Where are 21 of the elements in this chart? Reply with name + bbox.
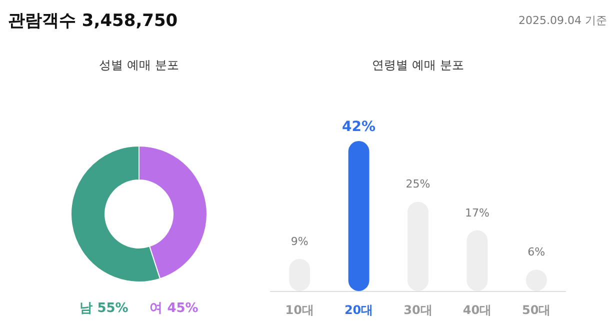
chart-title: 연령별 예매 분포 (372, 58, 464, 72)
x-tick-label: 30대 (404, 303, 432, 317)
data-label: 55% (97, 301, 128, 316)
bar (408, 202, 428, 291)
data-label: 17% (464, 206, 490, 220)
data-label: 6% (528, 246, 546, 259)
data-label: 45% (167, 301, 198, 316)
data-label: 42% (342, 119, 376, 135)
x-tick-label: 10대 (285, 303, 314, 317)
bar (466, 230, 488, 291)
text: 관람객수 3,458,750 (8, 11, 178, 31)
slice-label: 여 (150, 301, 168, 316)
bar (348, 141, 370, 291)
data-label: 25% (406, 178, 430, 191)
x-tick-label: 20대 (344, 303, 374, 317)
chart-title: 성별 예매 분포 (99, 58, 179, 72)
x-tick-label: 40대 (462, 303, 492, 317)
slice-label: 남 (80, 301, 98, 316)
text: 2025.09.04 기준 (518, 14, 607, 27)
data-label: 9% (290, 234, 308, 248)
x-tick-label: 50대 (522, 303, 551, 317)
